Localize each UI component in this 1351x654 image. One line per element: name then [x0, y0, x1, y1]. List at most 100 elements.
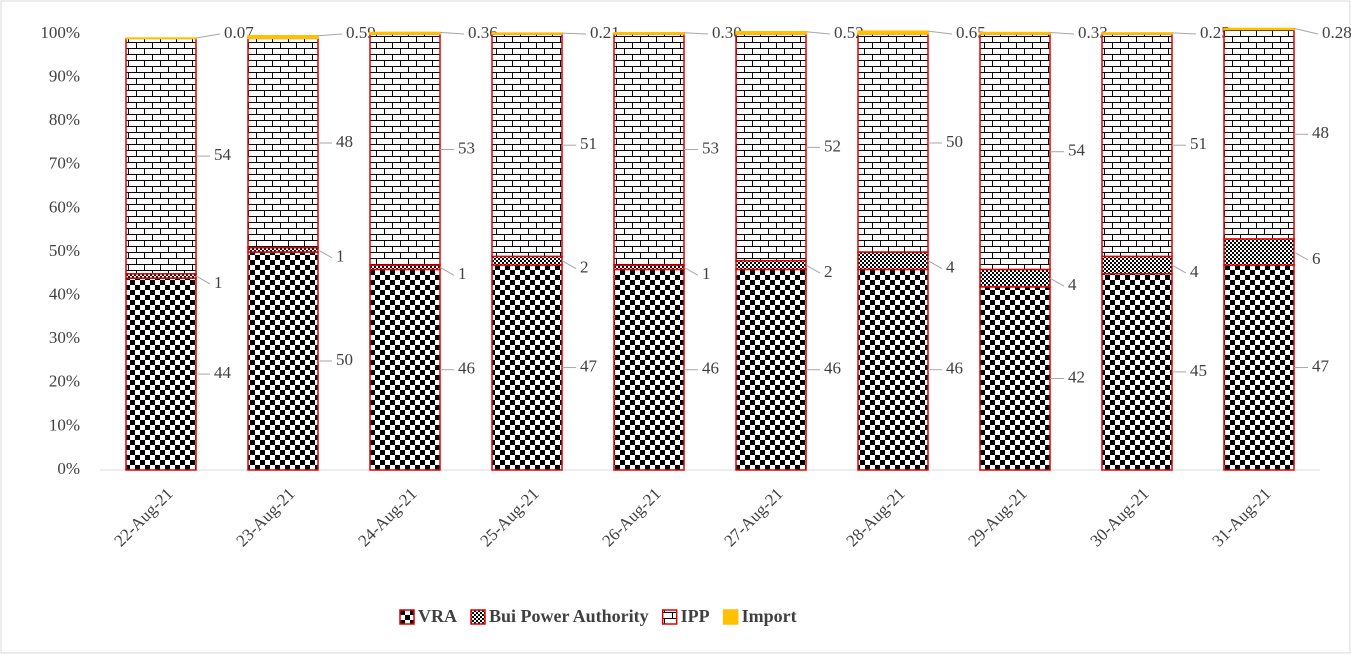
- bar-segment: [613, 268, 685, 471]
- data-label: 0.28: [1322, 23, 1351, 42]
- y-tick-label: 30%: [49, 328, 80, 347]
- data-label: 47: [580, 356, 598, 375]
- bar-segment: [857, 268, 929, 471]
- leader-line: [683, 32, 709, 35]
- bar-segment: [247, 35, 319, 40]
- y-tick-label: 80%: [49, 110, 80, 129]
- bar-segment: [979, 268, 1051, 288]
- data-label: 1: [214, 273, 223, 292]
- data-label: 46: [946, 359, 963, 378]
- y-tick-label: 90%: [49, 67, 80, 86]
- bar-segment: [491, 264, 563, 471]
- bar-segment: [1101, 33, 1173, 258]
- leader-line: [195, 275, 211, 285]
- leader-line: [927, 260, 943, 270]
- data-label: 44: [214, 363, 232, 382]
- y-tick-label: 10%: [49, 415, 80, 434]
- data-label: 0.36: [468, 23, 498, 42]
- bar-segment: [857, 251, 929, 271]
- data-label: 54: [214, 145, 232, 164]
- data-label: 50: [336, 350, 353, 369]
- data-label: 2: [824, 262, 833, 281]
- leader-line: [439, 31, 465, 35]
- data-label: 51: [580, 134, 597, 153]
- data-label: 50: [946, 132, 963, 151]
- data-label: 2: [580, 258, 589, 277]
- bar-segment: [1223, 27, 1295, 31]
- data-label: 6: [1312, 249, 1321, 268]
- y-tick-label: 60%: [49, 197, 80, 216]
- bar-segment: [1101, 255, 1173, 275]
- bar-segment: [735, 30, 807, 35]
- leader-line: [439, 266, 455, 276]
- bar-segment: [491, 32, 563, 35]
- y-tick-label: 50%: [49, 241, 80, 260]
- leader-line: [317, 33, 343, 37]
- legend-label: IPP: [681, 606, 710, 626]
- leader-line: [1171, 32, 1197, 35]
- bar-segment: [979, 286, 1051, 471]
- leader-line: [1293, 27, 1319, 35]
- bar-segment: [979, 31, 1051, 35]
- bar-segment: [369, 268, 441, 471]
- data-label: 0.25: [1200, 23, 1230, 42]
- leader-line: [195, 33, 221, 39]
- bar-segment: [735, 268, 807, 471]
- leader-line: [927, 30, 953, 35]
- data-label: 46: [458, 359, 475, 378]
- data-label: 48: [336, 132, 353, 151]
- bar-segment: [1223, 238, 1295, 266]
- bar-segment: [735, 33, 807, 262]
- bar-segment: [247, 251, 319, 471]
- y-tick-label: 0%: [57, 459, 80, 478]
- data-label: 0.30: [712, 23, 742, 42]
- data-label: 47: [1312, 356, 1330, 375]
- leader-line: [805, 264, 821, 274]
- data-label: 1: [336, 247, 345, 266]
- bar-segment: [369, 31, 441, 35]
- bar-segment: [247, 37, 319, 249]
- legend-swatch: [470, 609, 486, 625]
- data-label: 4: [946, 258, 955, 277]
- data-label: 4: [1190, 262, 1199, 281]
- data-label: 0.33: [1078, 23, 1108, 42]
- leader-line: [1171, 264, 1187, 274]
- data-label: 46: [824, 359, 841, 378]
- y-tick-label: 100%: [40, 23, 80, 42]
- bar-segment: [735, 259, 807, 271]
- leader-line: [683, 266, 699, 276]
- leader-line: [1049, 277, 1065, 287]
- bar-segment: [857, 33, 929, 253]
- leader-line: [561, 260, 577, 270]
- bar-segment: [491, 255, 563, 266]
- data-label: 45: [1190, 361, 1207, 380]
- bar-segment: [491, 33, 563, 258]
- data-label: 0.21: [590, 23, 620, 42]
- data-label: 52: [824, 136, 841, 155]
- y-tick-label: 20%: [49, 372, 80, 391]
- data-label: 53: [702, 138, 719, 157]
- bar-segment: [1223, 264, 1295, 471]
- legend-swatch: [722, 609, 739, 625]
- data-label: 53: [458, 138, 475, 157]
- data-label: 0.59: [346, 23, 376, 42]
- bar-segment: [613, 31, 685, 35]
- leader-line: [805, 31, 831, 35]
- data-label: 46: [702, 359, 719, 378]
- legend-swatch: [661, 609, 678, 625]
- bar-segment: [125, 37, 197, 40]
- data-label: 51: [1190, 134, 1207, 153]
- bar-segment: [125, 277, 197, 471]
- data-label: 1: [458, 264, 467, 283]
- bar-segment: [1223, 28, 1295, 240]
- leader-line: [561, 32, 587, 35]
- legend-label: VRA: [418, 606, 457, 626]
- bar-segment: [613, 33, 685, 266]
- bar-segment: [979, 33, 1051, 271]
- data-label: 0.65: [956, 23, 986, 42]
- leader-line: [1293, 251, 1309, 261]
- legend-label: Import: [742, 606, 797, 626]
- data-label: 0.52: [834, 23, 864, 42]
- legend-swatch: [399, 609, 415, 625]
